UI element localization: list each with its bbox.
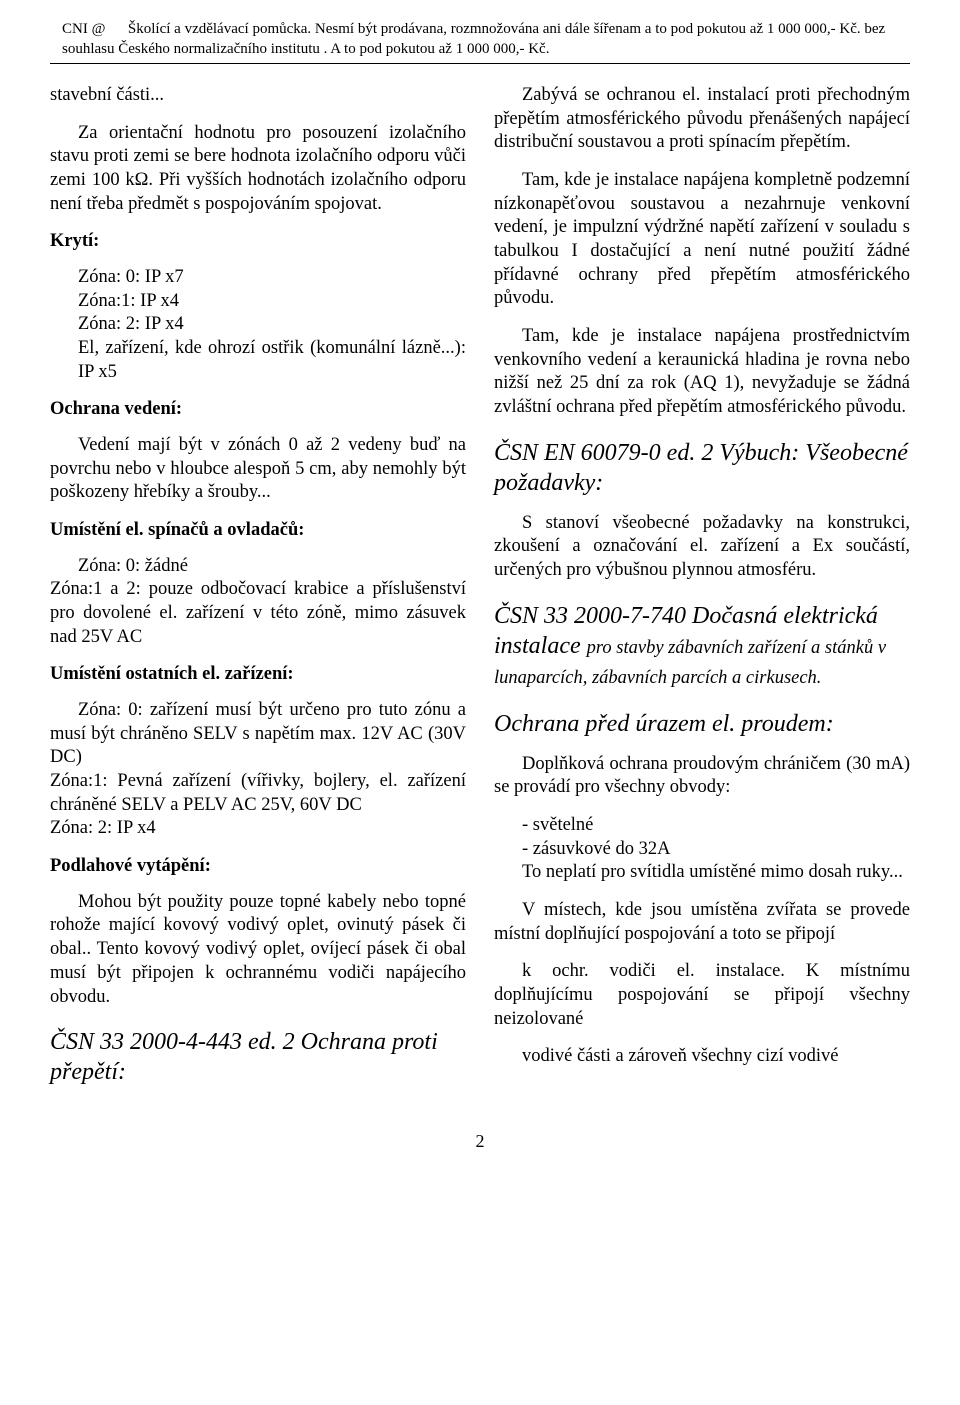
heading-umisteni-ostatnich: Umístění ostatních el. zařízení: <box>50 663 466 687</box>
kryti-zona0: Zóna: 0: IP x7 <box>78 266 466 290</box>
kryti-list: Zóna: 0: IP x7 Zóna:1: IP x4 Zóna: 2: IP… <box>78 266 466 384</box>
header-cni: CNI @ <box>62 21 105 37</box>
section-443: ČSN 33 2000-4-443 ed. 2 Ochrana proti př… <box>50 1027 466 1087</box>
kryti-ostrik: El, zařízení, kde ohrozí ostřik (komunál… <box>78 337 466 384</box>
para-zabyva: Zabývá se ochranou el. instalací proti p… <box>494 84 910 155</box>
header-text-1: Školící a vzdělávací pomůcka. Nesmí být … <box>128 21 885 37</box>
right-column: Zabývá se ochranou el. instalací proti p… <box>494 84 910 1101</box>
para-orientacni: Za orientační hodnotu pro posouzení izol… <box>50 122 466 217</box>
para-stavebni: stavební části... <box>50 84 466 108</box>
heading-podlahove: Podlahové vytápění: <box>50 855 466 879</box>
para-ochrana-vedeni: Vedení mají být v zónách 0 až 2 vedeny b… <box>50 434 466 505</box>
ostatnich-block: Zóna: 0: zařízení musí být určeno pro tu… <box>50 699 466 841</box>
para-podzemni: Tam, kde je instalace napájena kompletně… <box>494 169 910 311</box>
page-number: 2 <box>50 1131 910 1152</box>
heading-ochrana-vedeni: Ochrana vedení: <box>50 398 466 422</box>
section-740: ČSN 33 2000-7-740 Dočasná elektrická ins… <box>494 601 910 691</box>
para-mista: V místech, kde jsou umístěna zvířata se … <box>494 899 910 946</box>
para-kochr: k ochr. vodiči el. instalace. K místnímu… <box>494 960 910 1031</box>
kryti-zona2: Zóna: 2: IP x4 <box>78 313 466 337</box>
header-divider <box>50 63 910 64</box>
content-columns: stavební části... Za orientační hodnotu … <box>50 84 910 1101</box>
section-60079: ČSN EN 60079-0 ed. 2 Výbuch: Všeobecné p… <box>494 438 910 498</box>
para-podlahove: Mohou být použity pouze topné kabely neb… <box>50 891 466 1009</box>
kryti-zona1: Zóna:1: IP x4 <box>78 290 466 314</box>
para-neplati: To neplatí pro svítidla umístěné mimo do… <box>494 861 910 885</box>
header-disclaimer: CNI @ Školící a vzdělávací pomůcka. Nesm… <box>50 20 910 59</box>
list-obvody: - světelné - zásuvkové do 32A <box>522 814 910 861</box>
header-text-2: souhlasu Českého normalizačního institut… <box>62 40 910 60</box>
para-vodive: vodivé části a zároveň všechny cizí vodi… <box>494 1045 910 1069</box>
li-zasuvkove: - zásuvkové do 32A <box>522 838 910 862</box>
li-svetelne: - světelné <box>522 814 910 838</box>
para-doplnkova: Doplňková ochrana proudovým chráničem (3… <box>494 753 910 800</box>
spinacu-block: Zóna: 0: žádné Zóna:1 a 2: pouze odbočov… <box>50 555 466 650</box>
heading-kryti: Krytí: <box>50 230 466 254</box>
left-column: stavební části... Za orientační hodnotu … <box>50 84 466 1101</box>
para-venkovni: Tam, kde je instalace napájena prostředn… <box>494 325 910 420</box>
heading-umisteni-spinacu: Umístění el. spínačů a ovladačů: <box>50 519 466 543</box>
section-ochrana-proudem: Ochrana před úrazem el. proudem: <box>494 709 910 739</box>
para-60079: S stanoví všeobecné požadavky na konstru… <box>494 512 910 583</box>
